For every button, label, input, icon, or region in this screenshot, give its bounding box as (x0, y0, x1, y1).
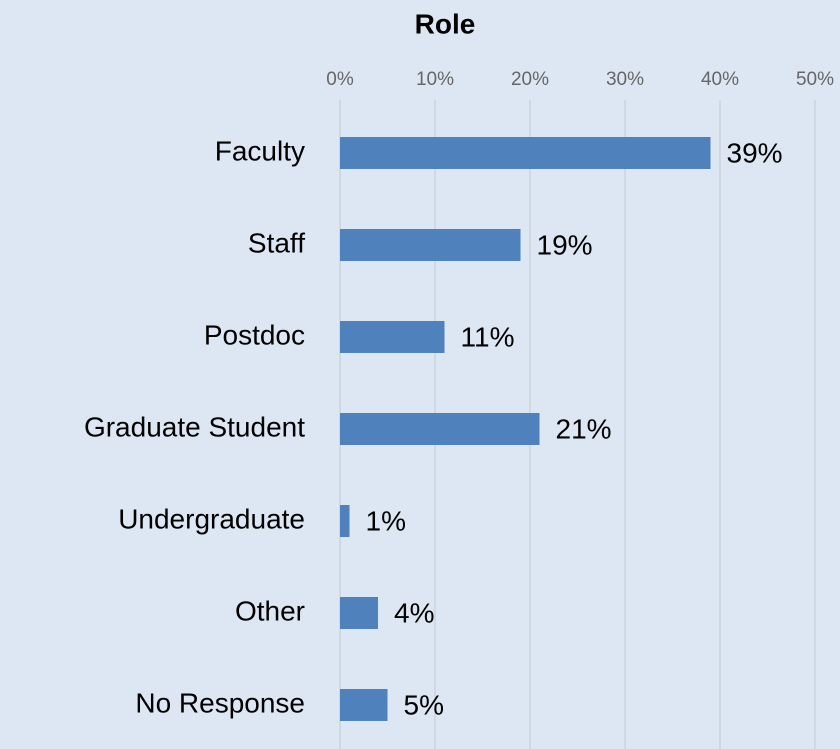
y-tick-label: Postdoc (204, 319, 305, 350)
x-tick-label: 0% (326, 69, 354, 90)
y-tick-label: No Response (135, 687, 305, 718)
data-label: 39% (727, 137, 783, 168)
bar (340, 137, 711, 169)
y-tick-label: Staff (248, 227, 305, 258)
bar (340, 229, 521, 261)
bar (340, 689, 388, 721)
data-label: 5% (404, 689, 444, 720)
bar (340, 597, 378, 629)
x-tick-label: 50% (796, 69, 834, 90)
data-label: 4% (394, 597, 434, 628)
chart-title: Role (415, 8, 476, 39)
data-label: 21% (556, 413, 612, 444)
bar (340, 321, 445, 353)
bar (340, 413, 540, 445)
data-label: 19% (537, 229, 593, 260)
x-tick-label: 30% (606, 69, 644, 90)
y-tick-label: Faculty (215, 135, 305, 166)
data-label: 11% (461, 321, 515, 352)
x-tick-label: 10% (416, 69, 454, 90)
bar (340, 505, 350, 537)
y-tick-label: Other (235, 595, 305, 626)
x-tick-label: 20% (511, 69, 549, 90)
data-label: 1% (366, 505, 406, 536)
y-tick-label: Graduate Student (84, 411, 305, 442)
x-tick-label: 40% (701, 69, 739, 90)
y-tick-label: Undergraduate (118, 503, 305, 534)
